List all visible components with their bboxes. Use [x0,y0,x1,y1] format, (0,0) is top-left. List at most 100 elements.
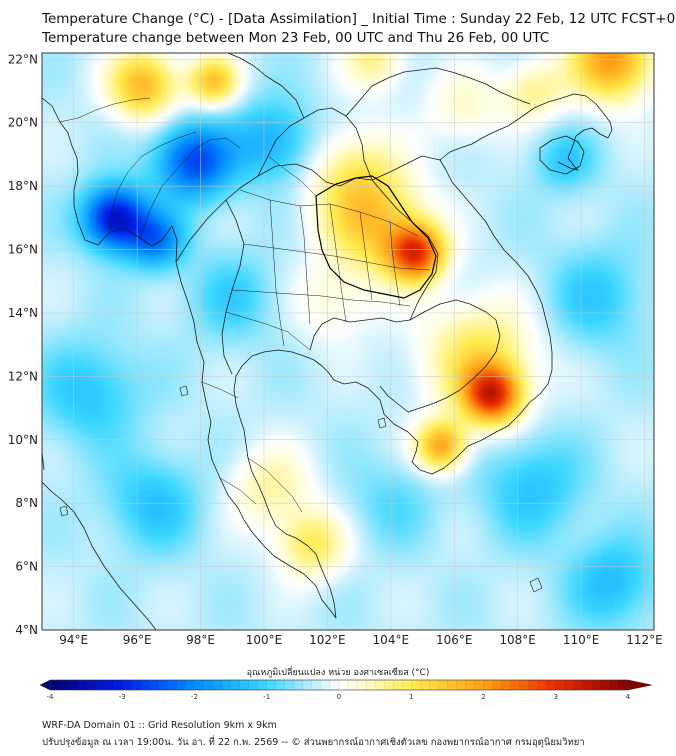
colorbar-tick-label: 1 [409,693,413,701]
colorbar-bin [140,680,150,690]
colorbar-bin [230,680,241,690]
lat-label: 8°N [15,496,38,510]
lon-label: 110°E [563,633,600,647]
colorbar-bin [591,680,602,690]
colorbar-bin [68,680,78,690]
colorbar-tick-label: 0 [337,693,341,701]
colorbar-bin [221,680,232,690]
temperature-field [42,53,654,630]
colorbar-bin [131,680,141,690]
colorbar-bin [357,680,367,690]
colorbar-frame [49,679,629,691]
coastlines-and-borders [42,53,613,630]
colorbar-bin [77,680,87,690]
lat-label: 4°N [15,623,38,637]
colorbar-bin [122,680,132,690]
map-frame [41,52,655,631]
colorbar-bin [158,680,168,690]
colorbar-tick-label: -2 [191,693,198,701]
colorbar-bin [528,680,539,690]
chart-title-line1: Temperature Change (°C) - [Data Assimila… [42,11,676,27]
lat-label: 18°N [8,179,38,193]
colorbar-bin [582,680,593,690]
colorbar-bin [375,680,385,690]
colorbar-bin [546,680,557,690]
colorbar-bin [366,680,376,690]
lat-label: 10°N [8,433,38,447]
colorbar-bin [492,680,502,690]
lon-label: 102°E [309,633,346,647]
colorbar-label: อุณหภูมิเปลี่ยนแปลง หน่วย องศาเซลเซียส (… [246,668,430,678]
colorbar-bin [239,680,250,690]
colorbar-bin [564,680,575,690]
colorbar-tick-label: 4 [626,693,631,701]
colorbar-bin [384,680,394,690]
colorbar-tick-label: -1 [263,693,270,701]
colorbar-max-extend [627,679,653,691]
colorbar-bin [104,680,114,690]
colorbar-tick-label: -4 [47,693,55,701]
lon-label: 98°E [186,633,215,647]
colorbar-bin [95,680,105,690]
colorbar-bin [248,680,259,690]
colorbar-bin [519,680,530,690]
colorbar-bin [429,680,439,690]
colorbar-bin [149,680,159,690]
colorbar-bin [339,680,349,690]
colorbar-min-extend [39,679,51,691]
colorbar-bin [456,680,466,690]
lon-label: 96°E [123,633,152,647]
colorbar-bin [465,680,475,690]
colorbar-bin [329,680,340,690]
colorbar-bin [293,680,304,690]
footer-update-info: ปรับปรุงข้อมูล ณ เวลา 19:00น. วัน อา. ที… [42,737,585,748]
colorbar-bin [438,680,448,690]
longitude-labels: 94°E 96°E 98°E 100°E 102°E 104°E 106°E 108°E 110… [59,633,662,647]
colorbar-bin [420,680,430,690]
lat-label: 14°N [8,306,38,320]
colorbar-bin [59,680,69,690]
lon-label: 112°E [626,633,663,647]
colorbar-bin [609,680,620,690]
colorbar-bin [474,680,484,690]
colorbar-bin [573,680,584,690]
lon-label: 94°E [59,633,88,647]
colorbar-bin [194,680,204,690]
colorbar-bin [618,680,629,690]
colorbar-bin [555,680,566,690]
lat-label: 16°N [8,243,38,257]
colorbar-tick-label: 3 [554,693,558,701]
colorbar-bin [176,680,186,690]
colorbar-bin [167,680,177,690]
lat-label: 12°N [8,369,38,383]
colorbar-bin [203,680,213,690]
lon-label: 106°E [436,633,473,647]
colorbar-bin [50,680,60,690]
colorbar-bin [212,680,222,690]
lon-label: 104°E [373,633,410,647]
colorbar-bin [113,680,123,690]
colorbar: -4 -3 -2 -1 0 1 2 3 4 [39,679,653,701]
colorbar-tick-label: -3 [119,693,126,701]
colorbar-bin [402,680,412,690]
colorbar-bin [411,680,421,690]
footer-model-info: WRF-DA Domain 01 :: Grid Resolution 9km … [42,720,277,731]
chart-title-line2: Temperature change between Mon 23 Feb, 0… [42,30,550,46]
colorbar-bin [483,680,493,690]
colorbar-bin [185,680,195,690]
colorbar-bin [275,680,286,690]
colorbar-bin [86,680,96,690]
colorbar-bin [600,680,611,690]
lon-label: 100°E [246,633,283,647]
colorbar-tick-label: 2 [481,693,485,701]
colorbar-bin [537,680,548,690]
colorbar-bin [284,680,295,690]
colorbar-bin [311,680,322,690]
colorbar-bin [302,680,313,690]
lat-label: 6°N [15,560,38,574]
colorbar-bin [447,680,457,690]
colorbar-bin [320,680,331,690]
lat-lon-grid [42,53,654,630]
colorbar-bin [393,680,403,690]
